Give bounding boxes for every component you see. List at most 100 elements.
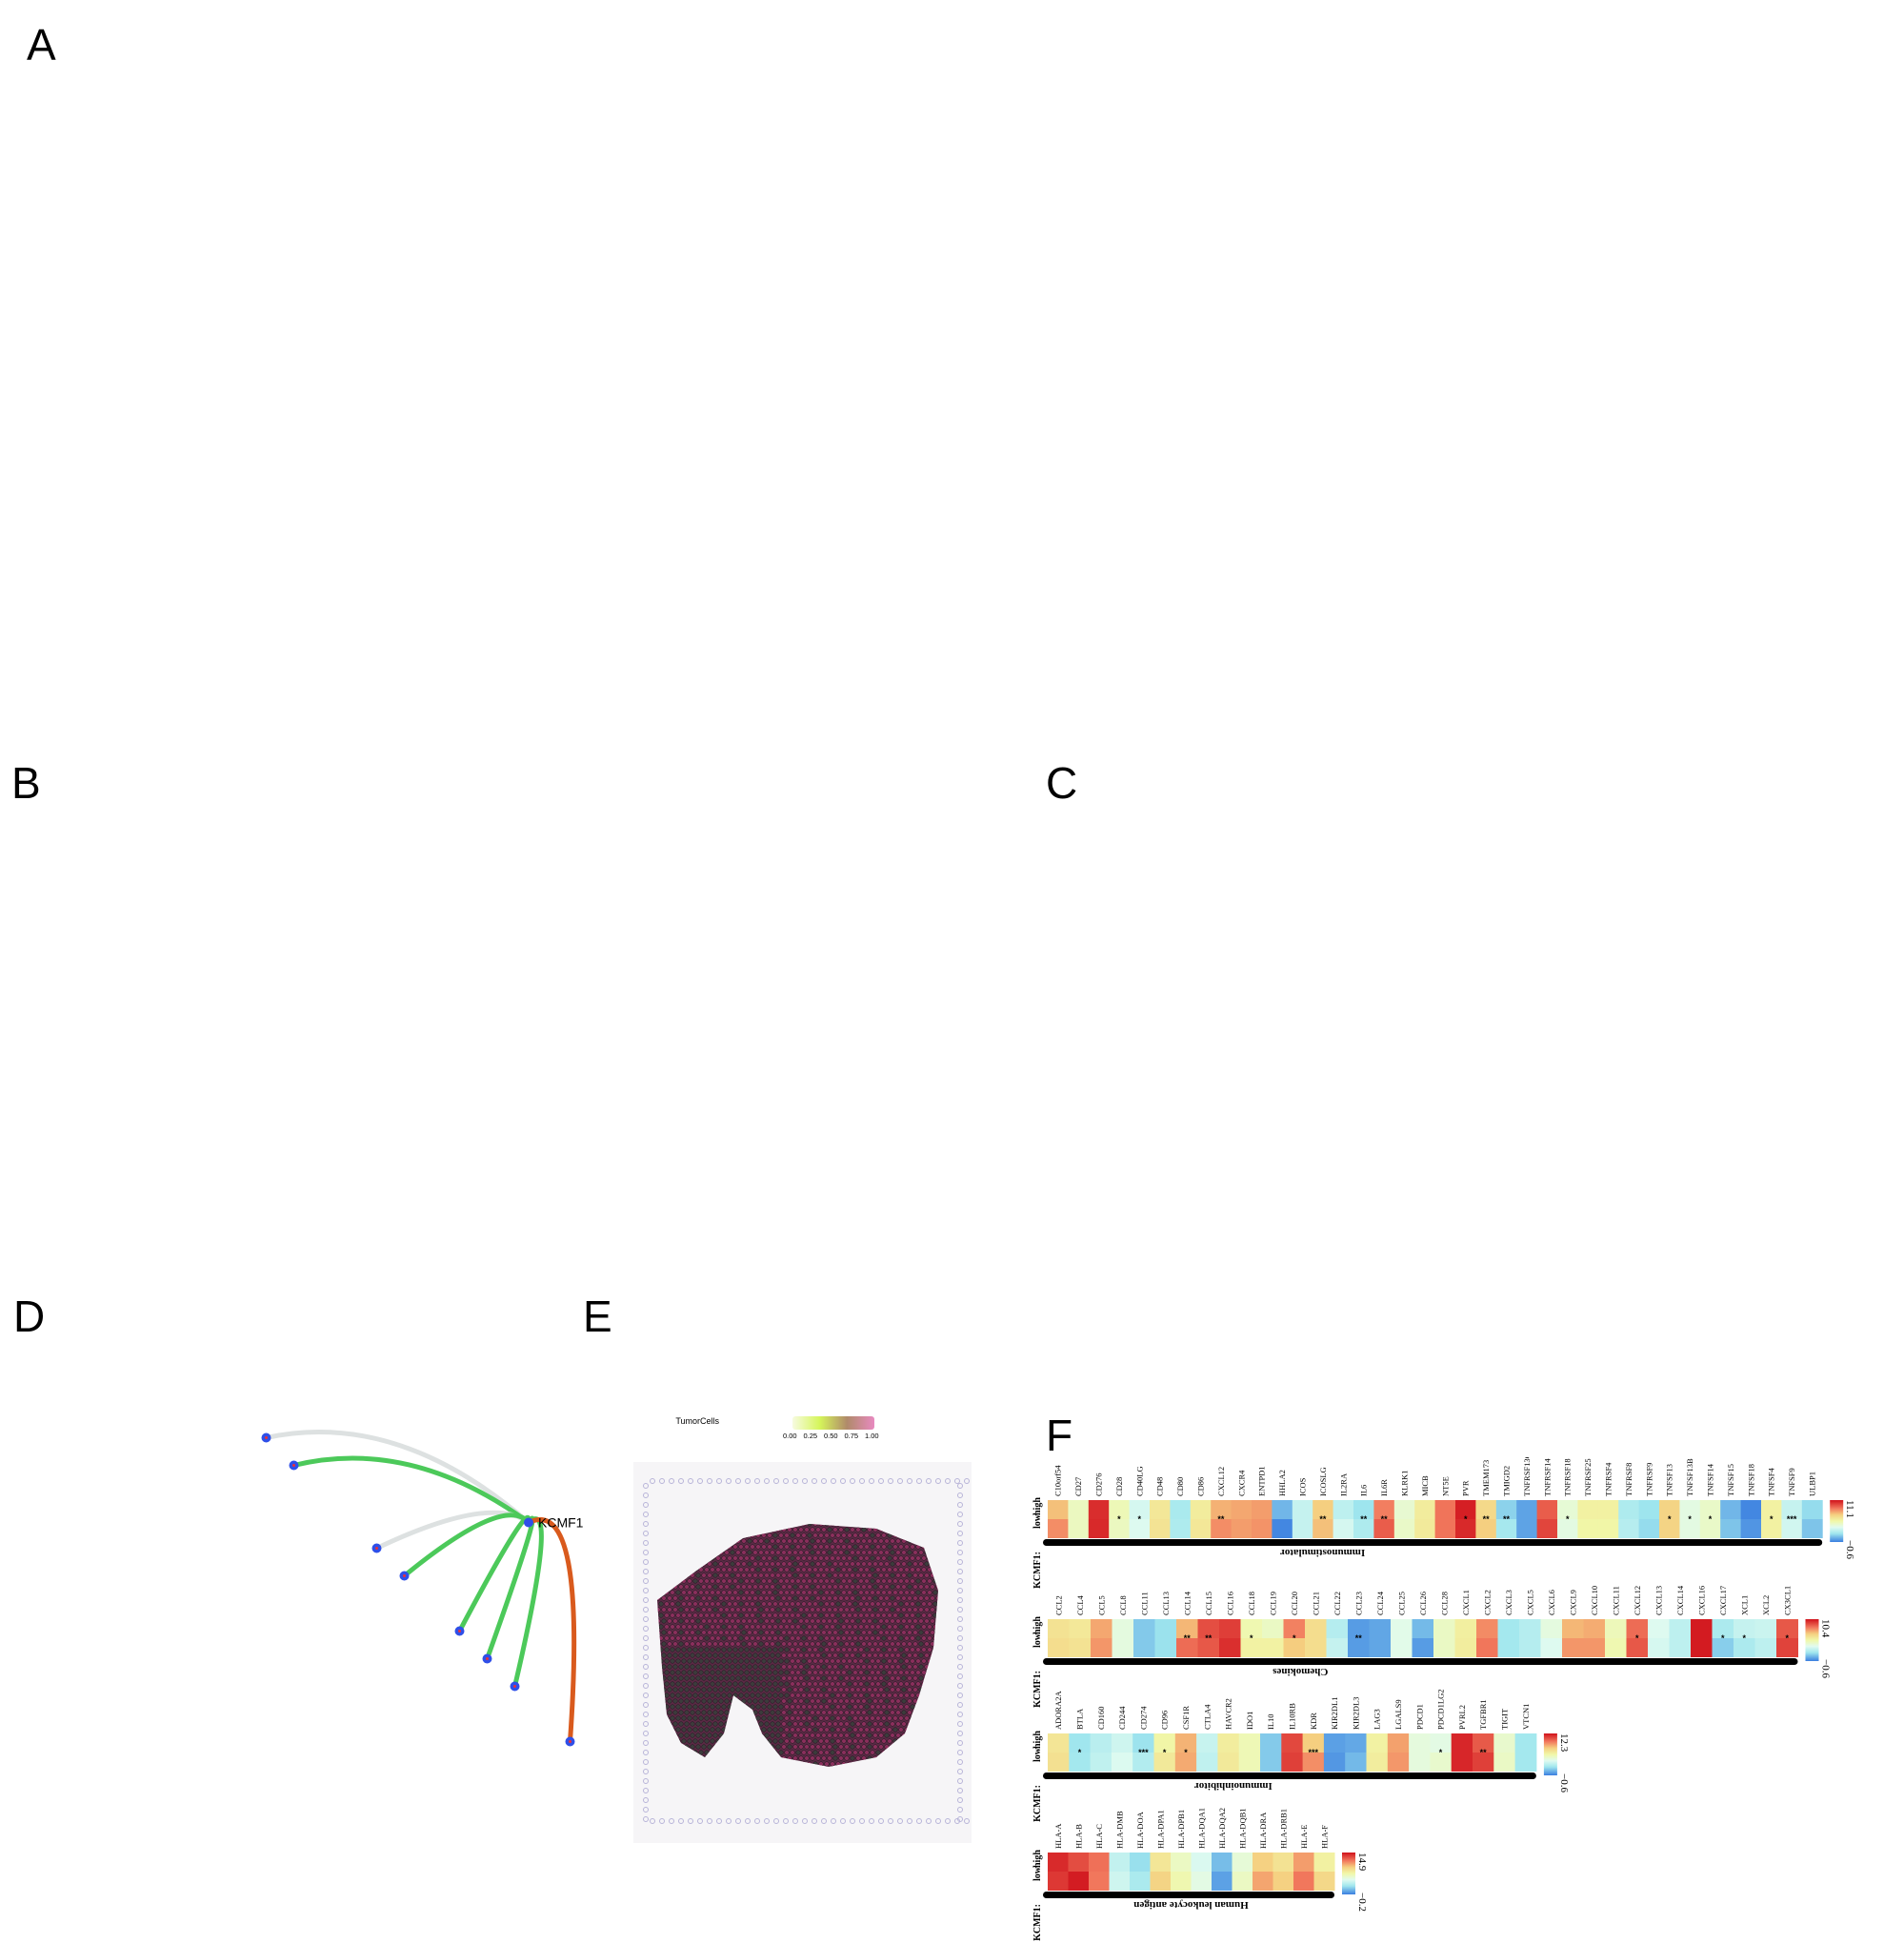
spot: [810, 1550, 815, 1555]
spot: [770, 1584, 775, 1590]
block-name: Human leukocyte antigen: [1133, 1899, 1248, 1911]
spot: [738, 1647, 744, 1653]
spot: [838, 1733, 844, 1738]
frame-spot: [754, 1818, 760, 1824]
heat-cell-high: [1618, 1500, 1640, 1519]
spot: [815, 1595, 821, 1601]
spot: [747, 1687, 752, 1693]
spot: [738, 1544, 744, 1550]
spot: [847, 1704, 852, 1710]
heat-cell-low: [1191, 1872, 1213, 1891]
spot: [738, 1590, 744, 1595]
spot: [755, 1658, 761, 1664]
spot: [867, 1653, 872, 1658]
heat-cell-high: [1048, 1733, 1070, 1753]
spot: [781, 1744, 787, 1750]
spot: [790, 1750, 795, 1755]
spot: [852, 1578, 858, 1584]
spot: [852, 1658, 858, 1664]
spot: [735, 1675, 741, 1681]
gene-label: CCL15: [1204, 1592, 1213, 1615]
spot: [818, 1544, 824, 1550]
spot: [730, 1595, 735, 1601]
spot: [884, 1698, 890, 1704]
spot: [815, 1710, 821, 1715]
spot: [675, 1670, 681, 1675]
spot: [818, 1750, 824, 1755]
spot: [770, 1538, 775, 1544]
spot: [775, 1595, 781, 1601]
spot: [810, 1527, 815, 1532]
spot: [924, 1584, 930, 1590]
panel-label-b: B: [11, 758, 41, 808]
spot: [852, 1590, 858, 1595]
spot: [718, 1630, 724, 1635]
gene-label: CXCL12: [1633, 1586, 1642, 1615]
spot: [810, 1595, 815, 1601]
frame-spot: [659, 1478, 665, 1484]
spot: [890, 1550, 895, 1555]
frame-spot: [907, 1478, 912, 1484]
spot: [767, 1624, 772, 1630]
spot: [858, 1532, 864, 1538]
spot: [818, 1681, 824, 1687]
spot: [850, 1584, 855, 1590]
spot: [832, 1630, 838, 1635]
spot: [827, 1675, 832, 1681]
spot: [830, 1670, 835, 1675]
heat-cell-high: [1659, 1500, 1680, 1519]
panel-label-a: A: [27, 20, 56, 70]
gene-label: CCL18: [1247, 1592, 1256, 1615]
spot: [752, 1618, 758, 1624]
spot: [815, 1584, 821, 1590]
spot: [801, 1738, 807, 1744]
frame-spot: [831, 1478, 836, 1484]
heat-cell-high: [1292, 1500, 1313, 1519]
frame-spot: [957, 1712, 963, 1717]
spot: [692, 1647, 698, 1653]
spot: [675, 1590, 681, 1595]
spot: [895, 1710, 901, 1715]
spot: [858, 1624, 864, 1630]
heat-cell-low: [1176, 1638, 1198, 1657]
spot: [670, 1635, 675, 1641]
spot: [878, 1733, 884, 1738]
heat-cell-high: [1562, 1619, 1584, 1638]
gene-label: MICB: [1420, 1475, 1430, 1496]
spot: [798, 1630, 804, 1635]
spot: [835, 1693, 841, 1698]
spot: [772, 1567, 778, 1572]
spot: [784, 1532, 790, 1538]
spot: [775, 1607, 781, 1612]
spot: [858, 1693, 864, 1698]
heat-cell-high: [1069, 1619, 1092, 1638]
spot: [778, 1670, 784, 1675]
frame-spot: [643, 1807, 649, 1813]
spot: [835, 1590, 841, 1595]
frame-spot: [945, 1478, 951, 1484]
heat-cell-high: [1190, 1500, 1212, 1519]
spot: [821, 1584, 827, 1590]
gene-label: TNFSF9: [1787, 1468, 1796, 1496]
significance-mark: *: [1742, 1633, 1746, 1643]
spot: [690, 1664, 695, 1670]
spot: [732, 1590, 738, 1595]
spot: [695, 1653, 701, 1658]
spot: [704, 1590, 710, 1595]
node-center: [569, 1740, 571, 1743]
spot: [770, 1618, 775, 1624]
heat-cell-low: [1720, 1519, 1742, 1538]
heat-cell-low: [1313, 1872, 1335, 1891]
spot: [792, 1607, 798, 1612]
significance-mark: *: [1293, 1633, 1296, 1643]
spot: [867, 1664, 872, 1670]
heat-cell-low: [1069, 1638, 1092, 1657]
spot: [755, 1578, 761, 1584]
spot: [827, 1607, 832, 1612]
spot: [770, 1687, 775, 1693]
spot: [815, 1653, 821, 1658]
spot: [675, 1704, 681, 1710]
spot: [904, 1601, 910, 1607]
spot: [867, 1561, 872, 1567]
spot: [855, 1527, 861, 1532]
